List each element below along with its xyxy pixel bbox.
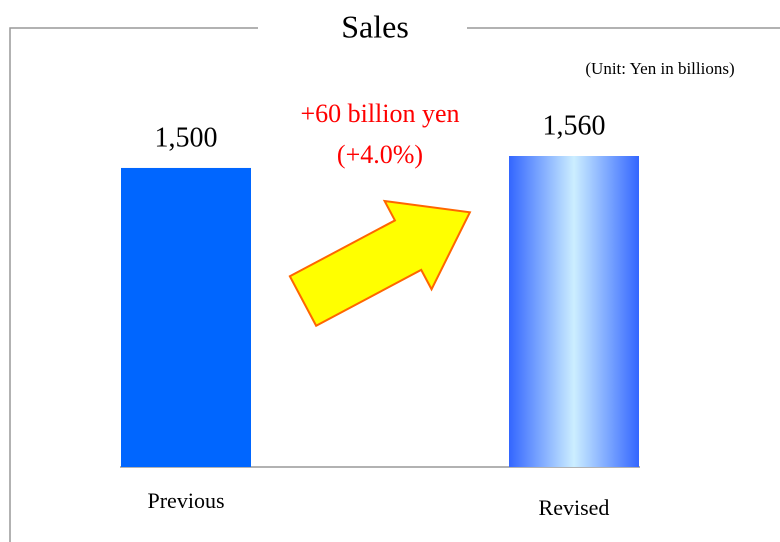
arrow xyxy=(288,199,472,328)
frame xyxy=(9,27,780,542)
annotation: (+4.0%) xyxy=(337,140,423,169)
unit-note: (Unit: Yen in billions) xyxy=(585,59,734,78)
x-tick-label: Revised xyxy=(539,495,610,520)
bar xyxy=(509,156,639,467)
x-tick-label: Previous xyxy=(148,488,225,513)
value-label: 1,500 xyxy=(155,122,218,153)
value-label: 1,560 xyxy=(543,110,606,141)
chart-title: Sales xyxy=(341,8,409,44)
annotation: +60 billion yen xyxy=(300,99,459,128)
bar xyxy=(121,167,251,467)
